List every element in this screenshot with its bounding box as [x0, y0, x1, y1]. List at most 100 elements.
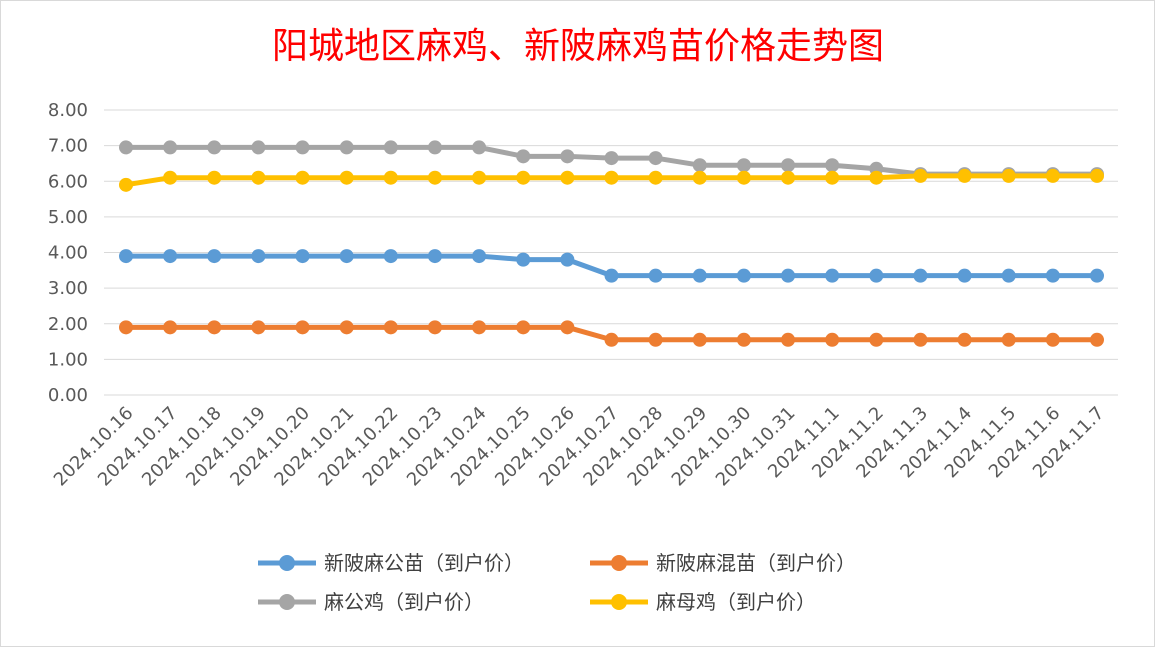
data-point [692, 332, 707, 347]
data-point [516, 252, 531, 267]
data-point [869, 268, 884, 283]
data-point [427, 320, 442, 335]
data-point [472, 320, 487, 335]
legend-item: 麻公鸡（到户价） [258, 590, 484, 614]
data-point [692, 158, 707, 173]
data-point [648, 332, 663, 347]
data-point [207, 140, 222, 155]
data-point [781, 170, 796, 185]
legend-item: 新陂麻公苗（到户价） [258, 551, 524, 575]
data-point [1001, 332, 1016, 347]
legend-item: 新陂麻混苗（到户价） [590, 551, 856, 575]
data-point [339, 320, 354, 335]
data-point [560, 320, 575, 335]
data-point [427, 249, 442, 264]
data-point [692, 170, 707, 185]
legend-label: 麻公鸡（到户价） [324, 590, 484, 614]
series-lines [119, 140, 1104, 347]
data-point [516, 170, 531, 185]
data-point [1090, 168, 1104, 183]
data-point [604, 332, 619, 347]
data-point [251, 320, 266, 335]
data-point [825, 268, 840, 283]
data-point [913, 168, 928, 183]
y-tick-label: 4.00 [48, 243, 88, 264]
data-point [427, 170, 442, 185]
data-point [692, 268, 707, 283]
data-point [957, 268, 972, 283]
legend-label: 新陂麻公苗（到户价） [324, 551, 524, 575]
data-point [383, 320, 398, 335]
data-point [825, 158, 840, 173]
data-point [295, 249, 310, 264]
data-point [163, 249, 178, 264]
data-point [119, 177, 133, 192]
data-point [383, 170, 398, 185]
data-point [472, 140, 487, 155]
legend-swatch-marker [279, 555, 295, 571]
y-axis-ticks: 0.00 1.00 2.00 3.00 4.00 5.00 6.00 7.00 8.00 [48, 100, 88, 406]
data-point [1001, 268, 1016, 283]
legend-label: 新陂麻混苗（到户价） [656, 551, 856, 575]
data-point [604, 151, 619, 166]
y-tick-label: 0.00 [48, 385, 88, 406]
data-point [1090, 332, 1104, 347]
data-point [781, 158, 796, 173]
data-point [560, 170, 575, 185]
data-point [295, 170, 310, 185]
y-tick-label: 7.00 [48, 136, 88, 157]
data-point [1045, 268, 1060, 283]
data-point [957, 168, 972, 183]
data-point [339, 170, 354, 185]
data-point [913, 332, 928, 347]
data-point [251, 249, 266, 264]
data-point [869, 332, 884, 347]
data-point [781, 332, 796, 347]
data-point [736, 268, 751, 283]
data-point [119, 140, 133, 155]
data-point [472, 170, 487, 185]
data-point [957, 332, 972, 347]
data-point [913, 268, 928, 283]
data-point [119, 249, 133, 264]
data-point [560, 149, 575, 164]
chart-title: 阳城地区麻鸡、新陂麻鸡苗价格走势图 [272, 26, 884, 67]
y-tick-label: 1.00 [48, 349, 88, 370]
data-point [736, 170, 751, 185]
series-1 [119, 249, 1104, 283]
data-point [339, 140, 354, 155]
legend-swatch-marker [611, 594, 627, 610]
data-point [648, 268, 663, 283]
legend: 新陂麻公苗（到户价） 新陂麻混苗（到户价） 麻公鸡（到户价） 麻母鸡（到户价） [258, 551, 856, 614]
data-point [516, 149, 531, 164]
data-point [1045, 168, 1060, 183]
data-point [207, 320, 222, 335]
data-point [383, 249, 398, 264]
y-tick-label: 6.00 [48, 171, 88, 192]
data-point [736, 158, 751, 173]
data-point [251, 170, 266, 185]
data-point [1045, 332, 1060, 347]
legend-swatch-marker [279, 594, 295, 610]
data-point [648, 170, 663, 185]
legend-swatch-marker [611, 555, 627, 571]
series-2 [119, 320, 1104, 347]
data-point [825, 170, 840, 185]
data-point [427, 140, 442, 155]
data-point [339, 249, 354, 264]
data-point [648, 151, 663, 166]
data-point [869, 170, 884, 185]
data-point [251, 140, 266, 155]
data-point [736, 332, 751, 347]
legend-label: 麻母鸡（到户价） [656, 590, 816, 614]
data-point [1090, 268, 1104, 283]
y-tick-label: 8.00 [48, 100, 88, 121]
gridlines [104, 109, 1118, 396]
data-point [516, 320, 531, 335]
data-point [207, 249, 222, 264]
y-tick-label: 5.00 [48, 207, 88, 228]
data-point [781, 268, 796, 283]
data-point [119, 320, 133, 335]
data-point [383, 140, 398, 155]
